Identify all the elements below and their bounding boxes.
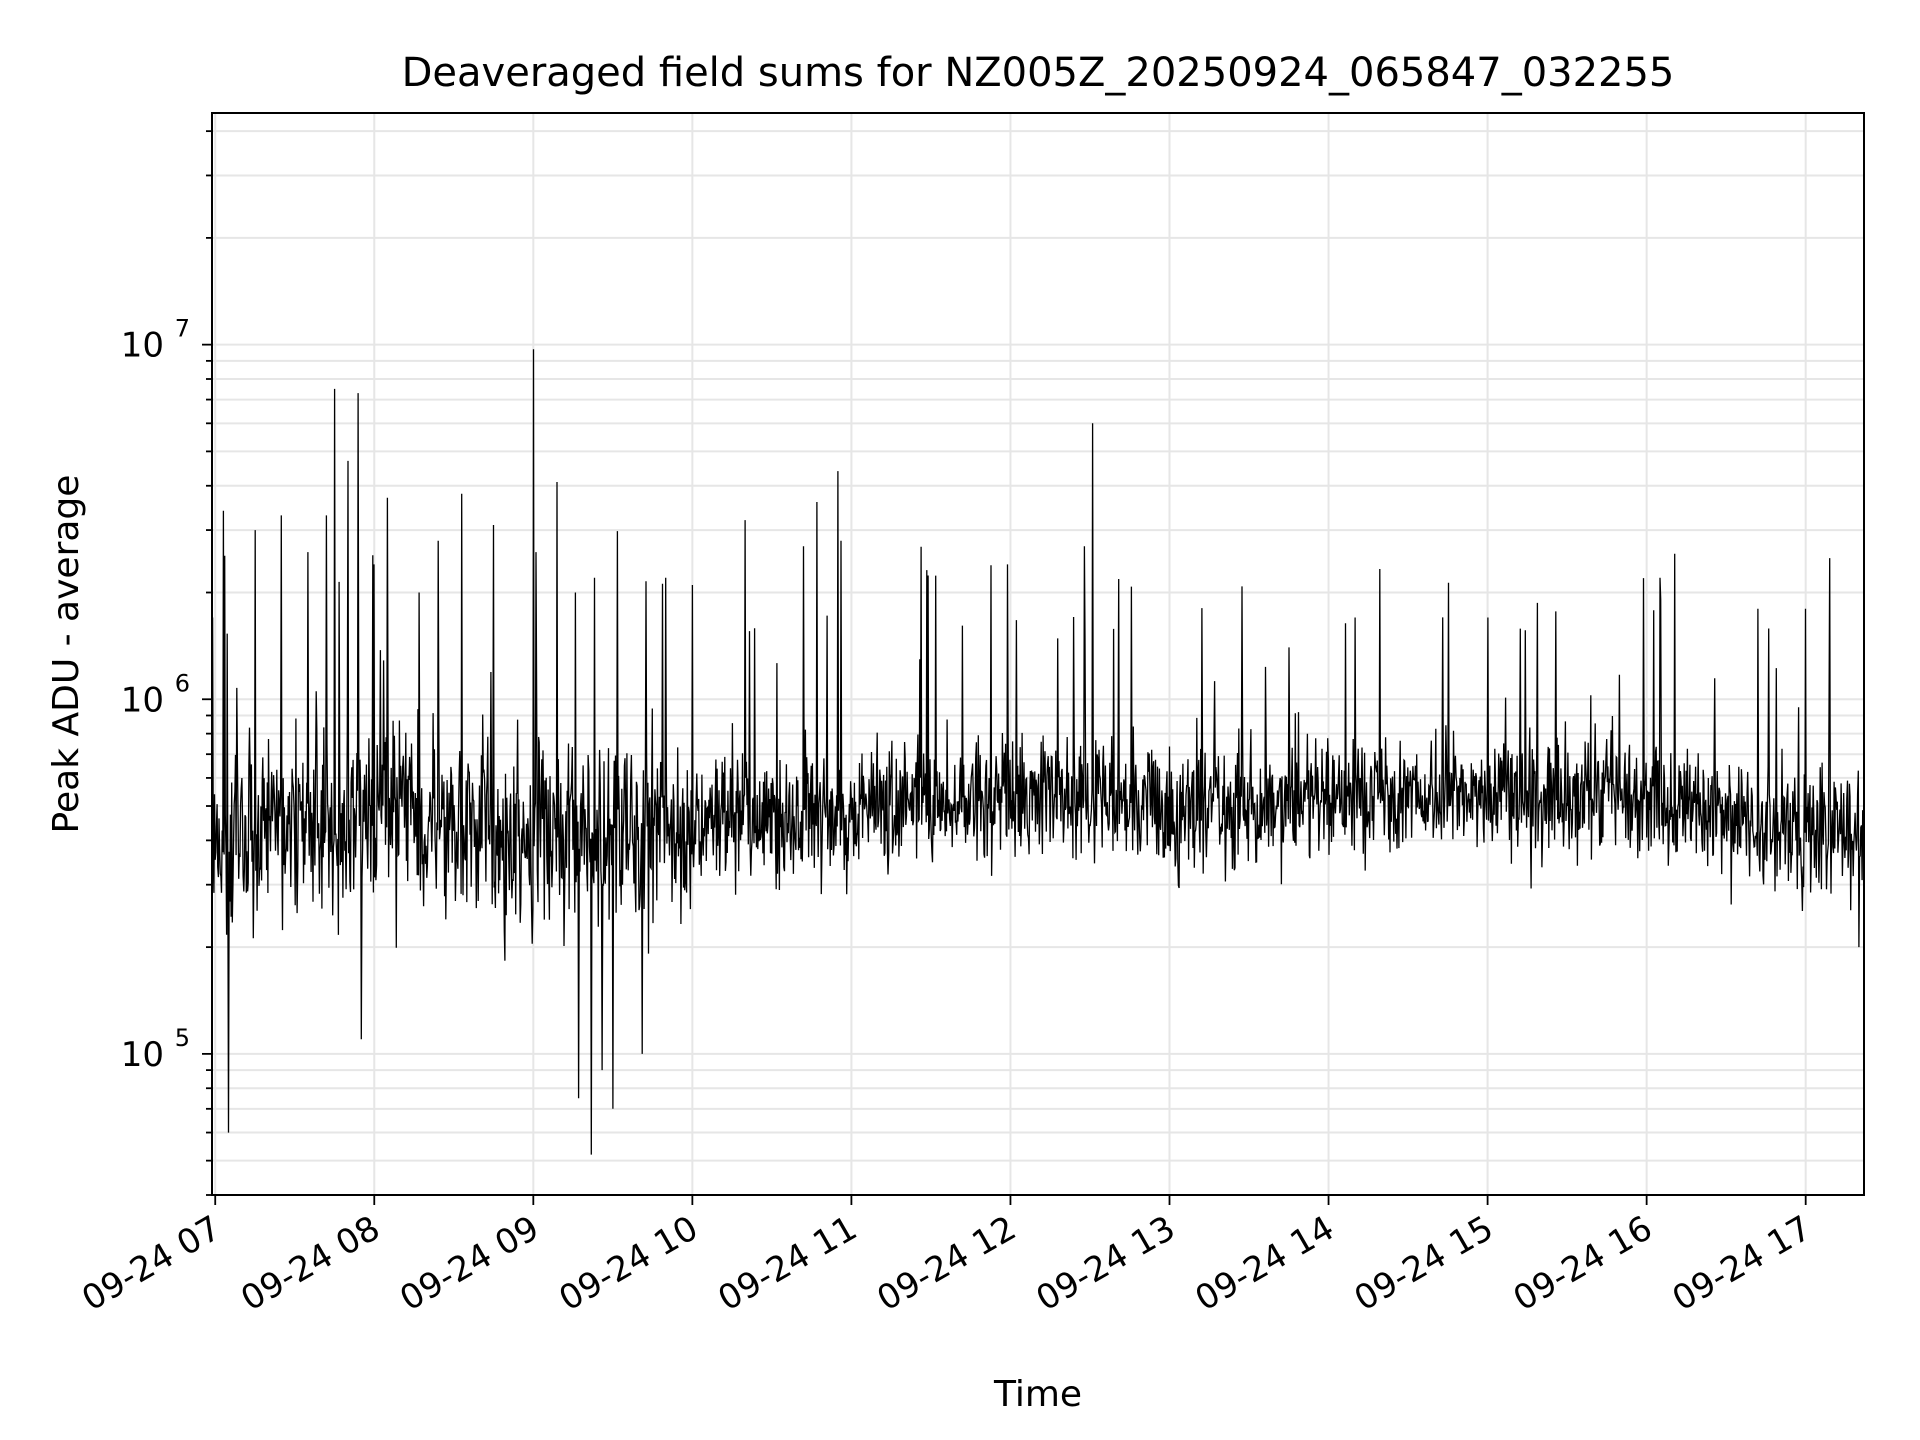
y-tick-base: 10 — [121, 680, 164, 720]
plot-frame — [211, 112, 1865, 1196]
y-tick-exponent: 6 — [175, 669, 190, 697]
y-tick-base: 10 — [121, 1035, 164, 1075]
plot-area — [211, 349, 1865, 1155]
y-tick-label: 10 — [121, 326, 164, 366]
series-line — [211, 349, 1865, 1155]
y-tick-label: 10 — [121, 1035, 164, 1075]
y-axis-label: Peak ADU - average — [46, 475, 87, 834]
y-axis: 10 5 10 6 10 7 — [121, 130, 212, 1196]
chart-title: Deaveraged field sums for NZ005Z_2025092… — [402, 50, 1675, 96]
y-tick-exponent: 7 — [175, 315, 190, 343]
y-tick-exponent: 5 — [175, 1024, 190, 1052]
x-axis-label: Time — [993, 1374, 1082, 1415]
y-tick-base: 10 — [121, 326, 164, 366]
y-tick-label: 10 — [121, 680, 164, 720]
